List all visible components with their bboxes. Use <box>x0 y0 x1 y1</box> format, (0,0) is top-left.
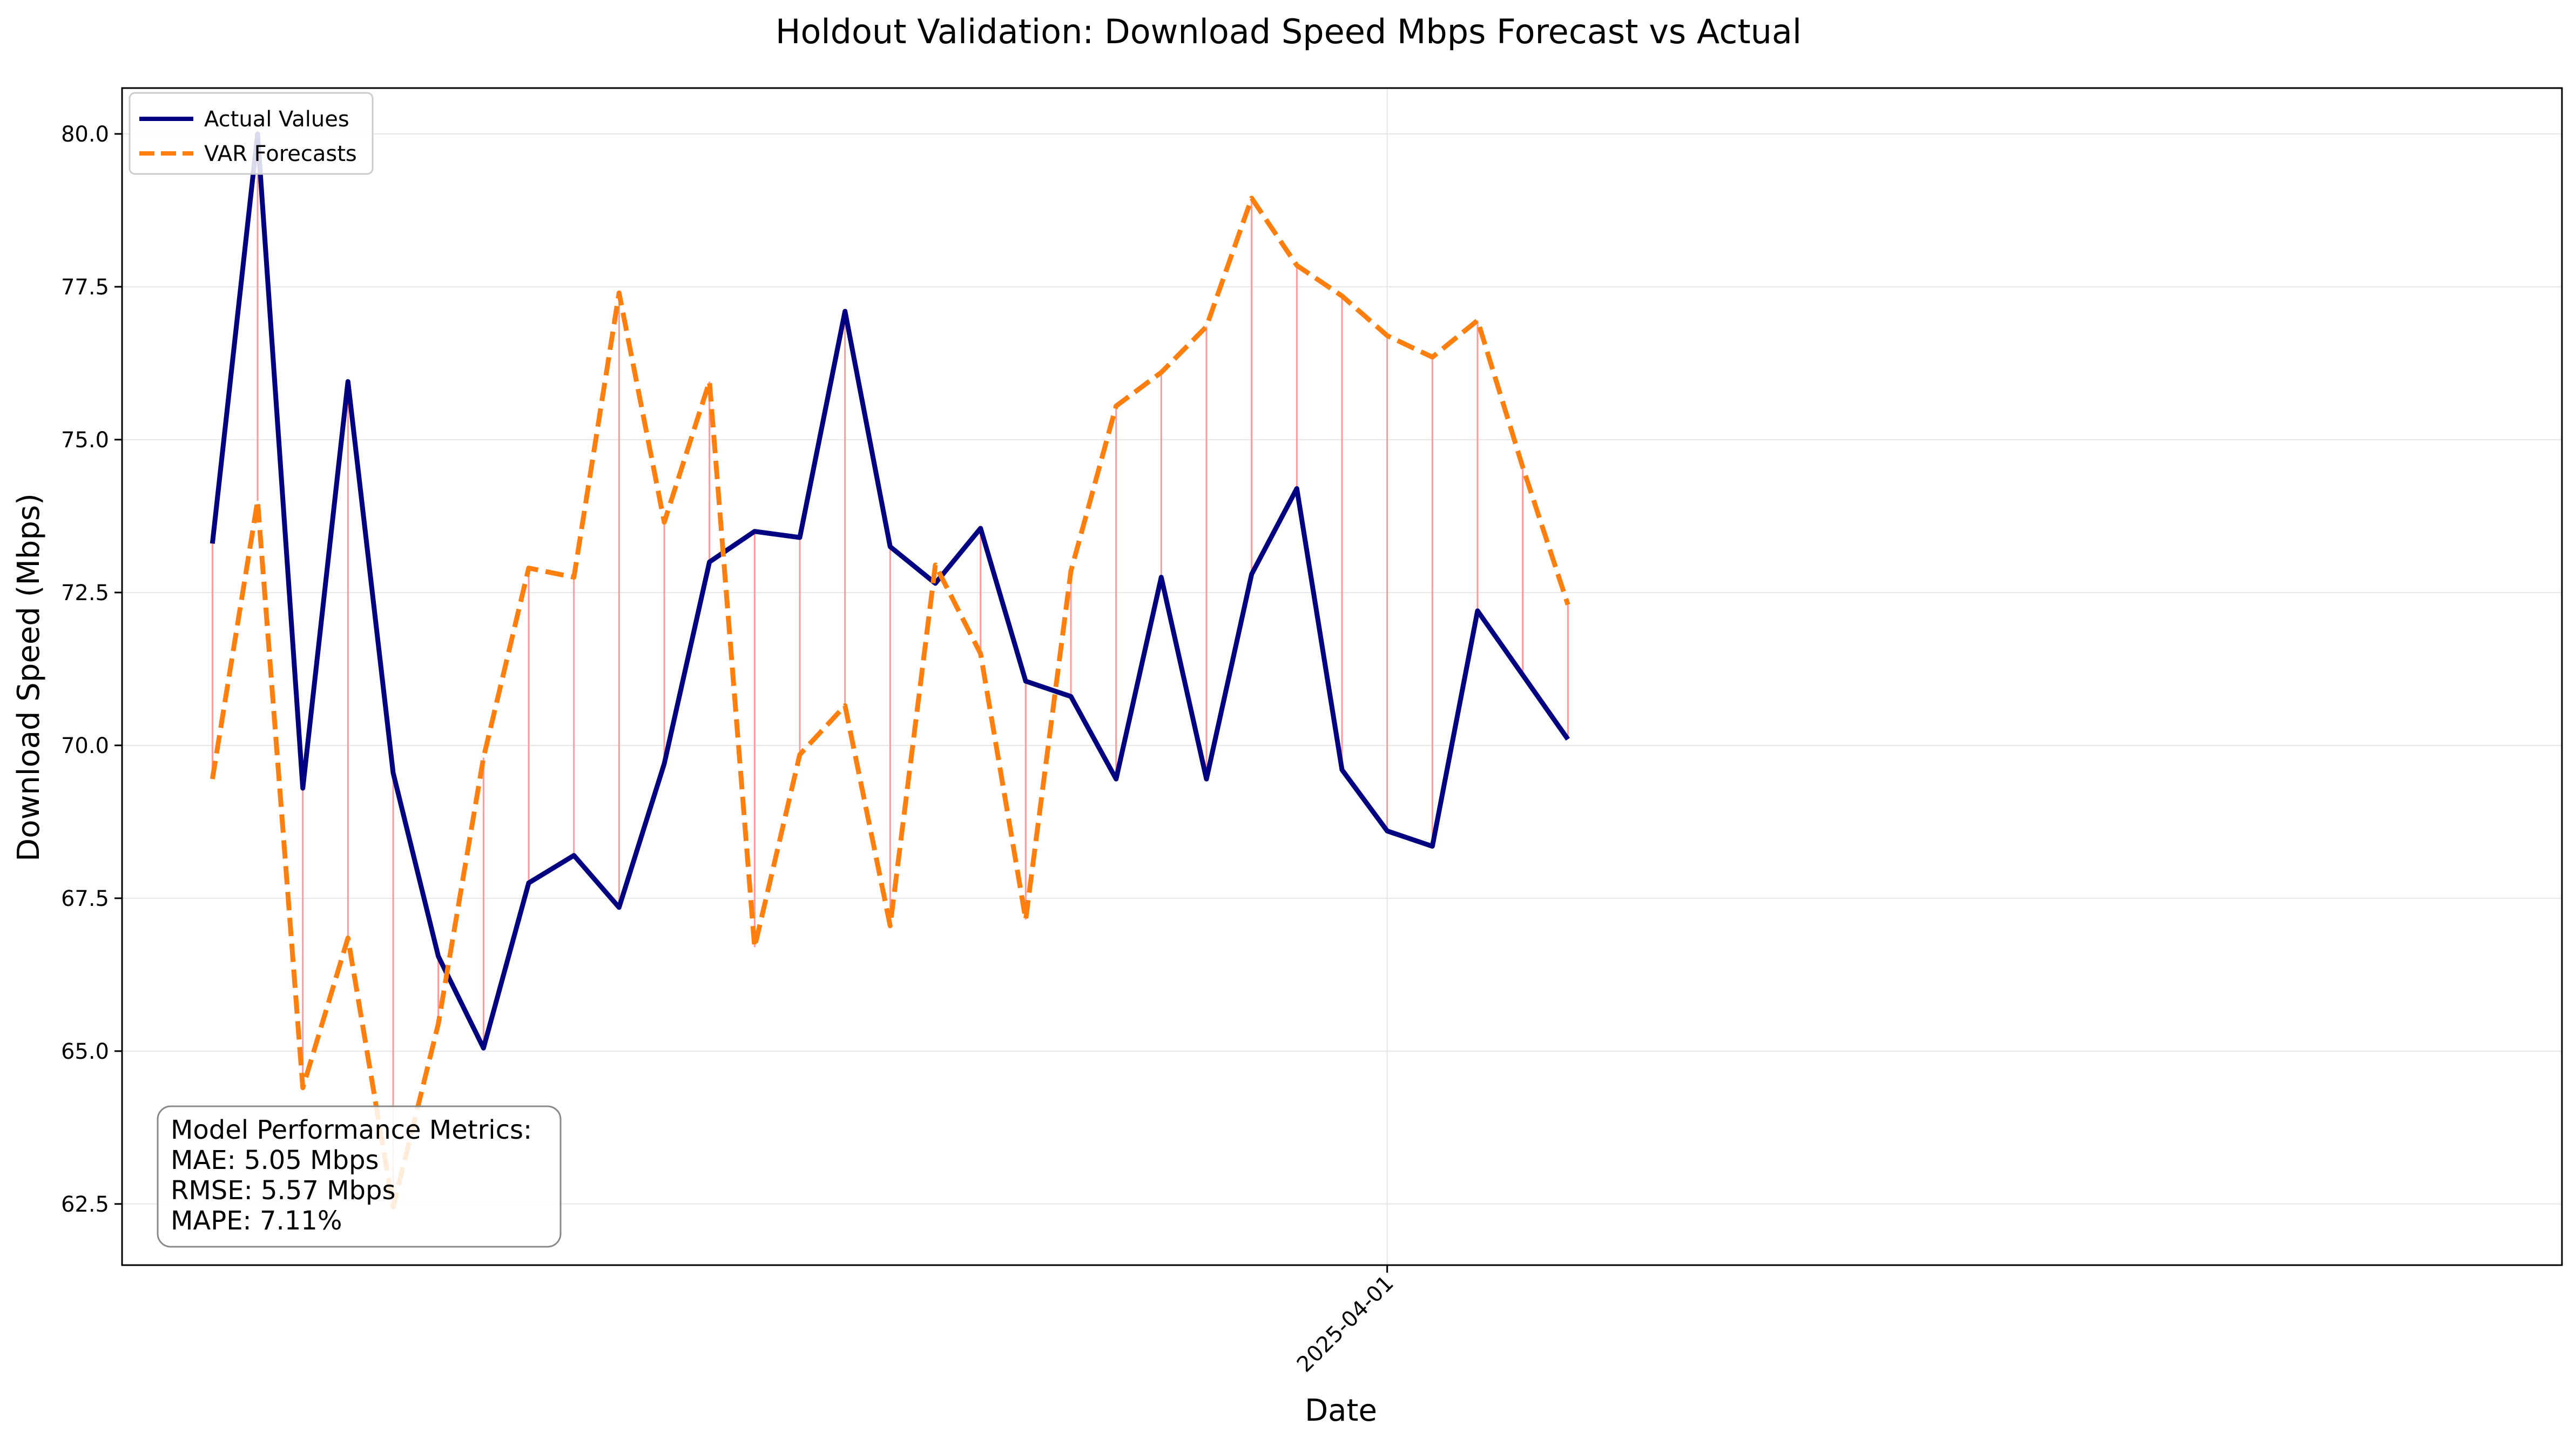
metrics-rmse: RMSE: 5.57 Mbps <box>171 1175 395 1206</box>
y-tick-label: 70.0 <box>61 734 109 758</box>
series-lines <box>210 131 1570 1209</box>
y-tick-label: 77.5 <box>61 275 109 300</box>
legend-label-forecast: VAR Forecasts <box>204 142 357 166</box>
error-lines <box>211 133 1569 1207</box>
chart-title: Holdout Validation: Download Speed Mbps … <box>776 12 1802 51</box>
var-forecasts-line <box>210 196 1570 1209</box>
legend: Actual Values VAR Forecasts <box>129 92 374 175</box>
metrics-mape: MAPE: 7.11% <box>171 1206 342 1236</box>
plot-area-frame <box>121 87 2563 1266</box>
x-axis-label: Date <box>1305 1393 1377 1428</box>
y-tick-label: 62.5 <box>61 1192 109 1217</box>
y-axis-ticks: 62.5 65.0 67.5 70.0 72.5 75.0 77.5 80.0 <box>61 122 122 1217</box>
y-tick-label: 67.5 <box>61 886 109 911</box>
actual-values-line <box>210 131 1570 1051</box>
metrics-box-frame <box>157 1105 562 1248</box>
y-tick-label: 75.0 <box>61 428 109 453</box>
y-tick-label: 80.0 <box>61 122 109 147</box>
y-tick-label: 65.0 <box>61 1039 109 1064</box>
y-tick-label: 72.5 <box>61 581 109 606</box>
y-axis-label: Download Speed (Mbps) <box>11 493 46 862</box>
metrics-mae: MAE: 5.05 Mbps <box>171 1145 379 1175</box>
legend-label-actual: Actual Values <box>204 107 349 132</box>
metrics-title: Model Performance Metrics: <box>171 1115 532 1145</box>
metrics-box: Model Performance Metrics: MAE: 5.05 Mbp… <box>157 1105 562 1248</box>
